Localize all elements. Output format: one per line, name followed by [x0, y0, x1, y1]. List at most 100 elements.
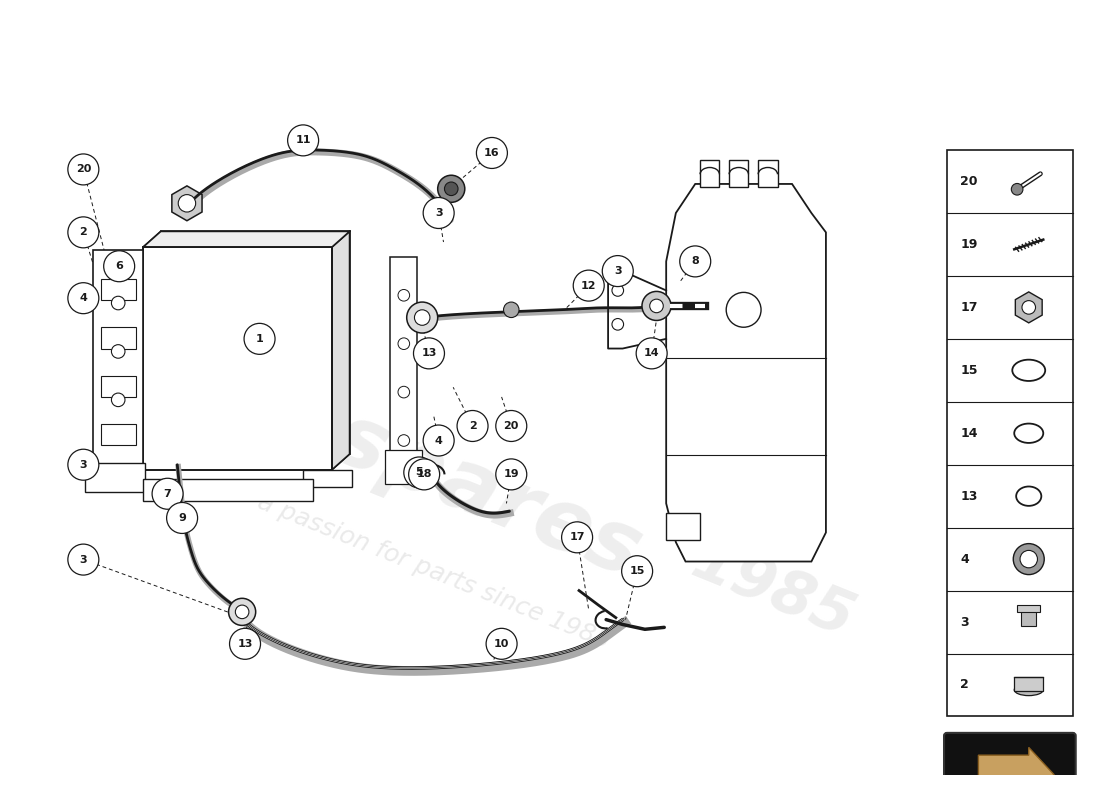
Circle shape — [68, 154, 99, 185]
Circle shape — [650, 299, 663, 313]
Text: 13: 13 — [421, 348, 437, 358]
FancyBboxPatch shape — [944, 733, 1076, 800]
Text: 2: 2 — [469, 421, 476, 431]
Ellipse shape — [1016, 486, 1042, 506]
Circle shape — [287, 125, 319, 156]
Circle shape — [603, 255, 634, 286]
Text: a passion for parts since 1985: a passion for parts since 1985 — [254, 490, 614, 653]
Circle shape — [398, 434, 409, 446]
Circle shape — [230, 628, 261, 659]
Circle shape — [424, 198, 454, 229]
Text: 5: 5 — [416, 467, 424, 478]
Circle shape — [438, 175, 465, 202]
Circle shape — [642, 291, 671, 321]
Text: 15: 15 — [629, 566, 645, 576]
Text: 3: 3 — [434, 208, 442, 218]
Circle shape — [476, 138, 507, 169]
Text: 3: 3 — [614, 266, 622, 276]
Text: 4: 4 — [434, 435, 442, 446]
Bar — [729, 160, 748, 187]
Circle shape — [68, 217, 99, 248]
Bar — [390, 257, 417, 470]
Bar — [667, 513, 700, 540]
Bar — [385, 450, 422, 484]
Text: 20: 20 — [76, 165, 91, 174]
Circle shape — [398, 386, 409, 398]
Polygon shape — [667, 184, 826, 562]
Circle shape — [407, 302, 438, 333]
Bar — [1021, 609, 1036, 626]
Circle shape — [178, 194, 196, 212]
Bar — [758, 160, 778, 187]
Circle shape — [612, 318, 624, 330]
Circle shape — [111, 345, 125, 358]
Circle shape — [68, 544, 99, 575]
Text: 9: 9 — [178, 513, 186, 523]
Bar — [143, 479, 312, 501]
Circle shape — [244, 323, 275, 354]
Text: 17: 17 — [570, 532, 585, 542]
Circle shape — [68, 450, 99, 480]
Text: 18: 18 — [417, 470, 432, 479]
Text: 4: 4 — [79, 293, 87, 303]
Circle shape — [726, 292, 761, 327]
Circle shape — [398, 290, 409, 301]
Circle shape — [573, 270, 604, 301]
Text: 3: 3 — [79, 460, 87, 470]
Text: 12: 12 — [581, 281, 596, 290]
Circle shape — [1022, 301, 1035, 314]
Text: 20: 20 — [504, 421, 519, 431]
Text: 10: 10 — [494, 639, 509, 649]
Circle shape — [562, 522, 593, 553]
Text: 2: 2 — [960, 678, 969, 691]
Bar — [143, 247, 332, 470]
Polygon shape — [143, 231, 350, 247]
Text: 1985: 1985 — [683, 531, 862, 650]
Text: 1: 1 — [255, 334, 263, 344]
Text: 19: 19 — [504, 470, 519, 479]
Circle shape — [103, 250, 134, 282]
Circle shape — [229, 598, 255, 626]
Circle shape — [444, 182, 458, 195]
Text: 3: 3 — [79, 554, 87, 565]
Text: 19: 19 — [960, 238, 978, 251]
Bar — [700, 160, 719, 187]
Text: 2: 2 — [79, 227, 87, 238]
Text: 20: 20 — [960, 175, 978, 188]
Text: 4: 4 — [960, 553, 969, 566]
Circle shape — [680, 246, 711, 277]
Bar — [94, 250, 143, 473]
Bar — [1014, 678, 1043, 690]
Circle shape — [612, 285, 624, 296]
Circle shape — [235, 605, 249, 618]
Bar — [101, 376, 135, 397]
Text: 13: 13 — [960, 490, 978, 502]
Circle shape — [166, 502, 198, 534]
Polygon shape — [978, 747, 1054, 800]
Text: 13: 13 — [238, 639, 253, 649]
Text: 8: 8 — [691, 257, 700, 266]
Circle shape — [1020, 550, 1037, 568]
Circle shape — [496, 459, 527, 490]
Circle shape — [398, 338, 409, 350]
Bar — [1018, 605, 1041, 612]
Circle shape — [504, 302, 519, 318]
Circle shape — [424, 425, 454, 456]
Circle shape — [409, 459, 440, 490]
Bar — [304, 470, 352, 487]
Text: 117 03: 117 03 — [976, 790, 1028, 800]
Ellipse shape — [1012, 360, 1045, 381]
Text: 6: 6 — [116, 262, 123, 271]
Polygon shape — [332, 231, 350, 470]
Circle shape — [458, 410, 488, 442]
Circle shape — [621, 556, 652, 586]
Bar — [947, 150, 1072, 717]
Circle shape — [1011, 183, 1023, 195]
Circle shape — [496, 410, 527, 442]
Text: 7: 7 — [164, 489, 172, 498]
Bar — [101, 424, 135, 446]
Circle shape — [414, 338, 444, 369]
Circle shape — [68, 282, 99, 314]
Ellipse shape — [1014, 684, 1043, 696]
Text: 15: 15 — [960, 364, 978, 377]
